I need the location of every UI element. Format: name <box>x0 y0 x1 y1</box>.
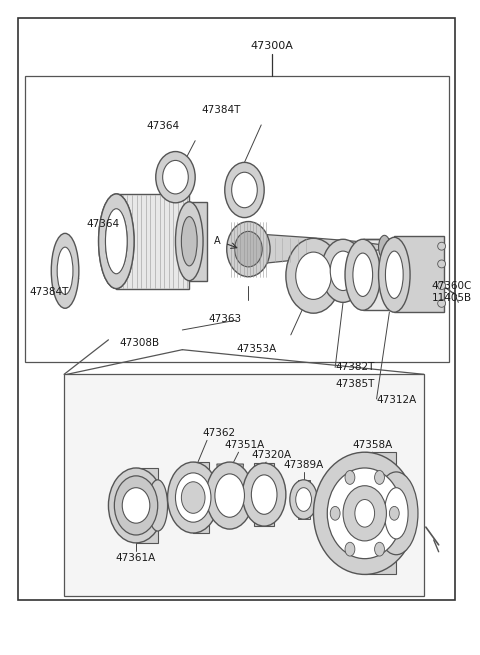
Text: 47363: 47363 <box>208 314 241 324</box>
Polygon shape <box>193 462 209 533</box>
Ellipse shape <box>106 210 127 272</box>
Ellipse shape <box>345 470 355 484</box>
Ellipse shape <box>438 260 445 268</box>
Text: 47300A: 47300A <box>251 41 293 51</box>
Text: 47360C: 47360C <box>432 280 472 291</box>
Text: 47382T: 47382T <box>335 362 374 371</box>
Ellipse shape <box>98 194 134 289</box>
Ellipse shape <box>374 470 384 484</box>
Ellipse shape <box>176 473 211 522</box>
Polygon shape <box>254 463 274 526</box>
Ellipse shape <box>242 463 286 526</box>
Ellipse shape <box>181 217 197 266</box>
Text: 47361A: 47361A <box>116 553 156 563</box>
Ellipse shape <box>296 252 331 299</box>
Ellipse shape <box>327 468 402 559</box>
Ellipse shape <box>355 500 374 527</box>
Ellipse shape <box>156 151 195 203</box>
Ellipse shape <box>330 251 356 291</box>
Ellipse shape <box>51 233 79 309</box>
Ellipse shape <box>225 162 264 217</box>
Text: 47364: 47364 <box>87 219 120 229</box>
Text: 47320A: 47320A <box>251 450 291 460</box>
Ellipse shape <box>122 488 150 523</box>
Polygon shape <box>116 194 189 289</box>
Text: 11405B: 11405B <box>432 293 472 303</box>
Ellipse shape <box>290 480 317 519</box>
Ellipse shape <box>321 239 365 303</box>
Ellipse shape <box>98 194 134 289</box>
Ellipse shape <box>313 452 416 574</box>
Polygon shape <box>189 202 207 281</box>
Ellipse shape <box>57 247 73 295</box>
Polygon shape <box>217 464 243 527</box>
Ellipse shape <box>148 480 168 531</box>
Text: 47389A: 47389A <box>284 460 324 470</box>
Ellipse shape <box>252 475 277 514</box>
Text: 47384T: 47384T <box>30 287 69 297</box>
Polygon shape <box>363 239 424 310</box>
Bar <box>24 75 448 362</box>
Ellipse shape <box>438 282 445 290</box>
Ellipse shape <box>176 202 203 281</box>
Polygon shape <box>249 233 384 265</box>
Ellipse shape <box>215 474 244 517</box>
Ellipse shape <box>330 506 340 520</box>
Ellipse shape <box>235 231 262 267</box>
Ellipse shape <box>232 172 257 208</box>
Text: A: A <box>214 236 221 246</box>
Text: 47308B: 47308B <box>120 338 160 348</box>
Ellipse shape <box>227 221 270 276</box>
Ellipse shape <box>438 242 445 250</box>
Text: 47362: 47362 <box>202 428 235 438</box>
Polygon shape <box>298 480 310 519</box>
Ellipse shape <box>106 209 127 274</box>
Ellipse shape <box>438 299 445 307</box>
Ellipse shape <box>168 462 219 533</box>
Text: 47385T: 47385T <box>335 379 374 389</box>
Ellipse shape <box>385 251 403 299</box>
Bar <box>64 374 424 596</box>
Text: 47353A: 47353A <box>236 344 276 354</box>
Text: 47312A: 47312A <box>377 395 417 405</box>
Ellipse shape <box>343 486 386 541</box>
Ellipse shape <box>384 488 408 539</box>
Ellipse shape <box>181 482 205 514</box>
Ellipse shape <box>286 238 341 313</box>
Text: 47358A: 47358A <box>352 440 393 450</box>
Text: 47364: 47364 <box>146 121 179 131</box>
Ellipse shape <box>108 468 164 543</box>
Ellipse shape <box>379 237 410 312</box>
Polygon shape <box>365 452 396 574</box>
Polygon shape <box>136 468 158 543</box>
Ellipse shape <box>163 160 188 194</box>
Ellipse shape <box>296 488 312 512</box>
Polygon shape <box>394 236 444 312</box>
Text: 47351A: 47351A <box>224 440 264 450</box>
Ellipse shape <box>389 506 399 520</box>
Ellipse shape <box>374 542 384 556</box>
Ellipse shape <box>345 239 381 310</box>
Ellipse shape <box>345 542 355 556</box>
Ellipse shape <box>353 253 372 297</box>
Ellipse shape <box>374 472 418 555</box>
Ellipse shape <box>206 462 253 529</box>
Text: 47384T: 47384T <box>201 105 240 115</box>
Ellipse shape <box>379 235 390 259</box>
Ellipse shape <box>114 476 158 535</box>
